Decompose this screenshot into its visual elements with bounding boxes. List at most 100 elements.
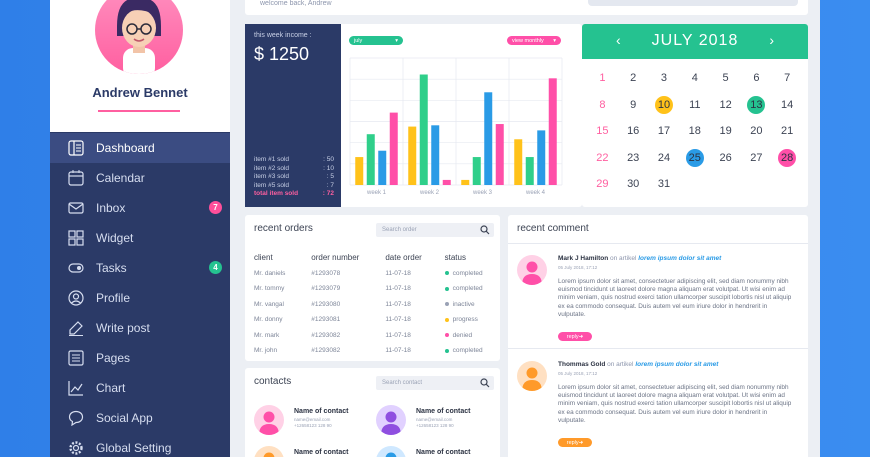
contact-item[interactable]: Name of contact bbox=[376, 446, 496, 457]
user-avatar[interactable] bbox=[95, 0, 183, 74]
client-cell: Mr. daniels bbox=[254, 269, 286, 277]
calendar-day[interactable]: 13 bbox=[741, 92, 772, 119]
contact-details: name@email.com +12658123 128 90 bbox=[416, 417, 454, 429]
calendar-day[interactable]: 23 bbox=[627, 151, 640, 164]
calendar-day[interactable]: 26 bbox=[719, 151, 732, 164]
status-cell: inactive bbox=[444, 301, 494, 308]
calendar-day[interactable]: 19 bbox=[719, 125, 732, 138]
search-icon[interactable] bbox=[480, 378, 490, 388]
calendar-day[interactable]: 10 bbox=[649, 92, 680, 119]
calendar-day[interactable]: 6 bbox=[753, 72, 760, 85]
sidebar-item-profile[interactable]: Profile bbox=[50, 283, 230, 313]
status-label: completed bbox=[452, 285, 483, 293]
search-order-input[interactable]: Search order bbox=[376, 223, 494, 237]
calendar-day[interactable]: 20 bbox=[750, 125, 763, 138]
calendar-day bbox=[741, 171, 772, 198]
calendar-day[interactable]: 16 bbox=[627, 125, 640, 138]
sidebar-item-label: Widget bbox=[96, 231, 134, 245]
calendar-day[interactable]: 4 bbox=[691, 72, 698, 85]
table-row[interactable]: Mr. mark #1293082 11-07-18 denied bbox=[254, 328, 494, 344]
tasks-badge: 4 bbox=[209, 261, 222, 274]
calendar-day[interactable]: 9 bbox=[630, 98, 637, 111]
calendar-day[interactable]: 12 bbox=[719, 98, 732, 111]
sidebar-item-label: Tasks bbox=[96, 261, 127, 275]
calendar-week-row: 15 16 17 18 19 20 21 bbox=[587, 118, 803, 145]
calendar-title: JULY 2018 bbox=[651, 32, 739, 49]
comment-article-link[interactable]: lorem ipsum dolor sit amet bbox=[635, 361, 719, 368]
sidebar-item-chart[interactable]: Chart bbox=[50, 373, 230, 403]
item-value: : 5 bbox=[326, 173, 334, 181]
status-cell: completed bbox=[444, 285, 494, 293]
x-tick-label: week 4 bbox=[525, 190, 546, 196]
calendar-day[interactable]: 31 bbox=[657, 178, 671, 191]
sidebar-item-global-setting[interactable]: Global Setting bbox=[50, 433, 230, 457]
calendar-day[interactable]: 1 bbox=[599, 72, 606, 85]
comment-article-link[interactable]: lorem ipsum dolor sit amet bbox=[638, 255, 722, 262]
next-month-chevron-icon[interactable]: › bbox=[769, 32, 774, 48]
search-order-placeholder: Search order bbox=[382, 227, 417, 233]
contact-item[interactable]: Name of contact name@email.com +12658123 1… bbox=[376, 405, 496, 437]
contact-email: name@email.com bbox=[294, 417, 331, 422]
sidebar-item-widget[interactable]: Widget bbox=[50, 223, 230, 253]
calendar-day[interactable]: 27 bbox=[750, 151, 763, 164]
order-number-cell: #1293080 bbox=[311, 300, 341, 308]
view-select[interactable]: view monthly ▾ bbox=[507, 36, 561, 45]
calendar-week-row: 1 2 3 4 5 6 7 bbox=[587, 65, 803, 92]
chevron-down-icon: ▾ bbox=[553, 37, 556, 44]
calendar-day[interactable]: 28 bbox=[772, 145, 803, 172]
chart-bar bbox=[472, 157, 481, 185]
sidebar-item-tasks[interactable]: Tasks 4 bbox=[50, 253, 230, 283]
sidebar-item-social-app[interactable]: Social App bbox=[50, 403, 230, 433]
chart-bar bbox=[366, 134, 375, 185]
contact-item[interactable]: Name of contact name@email.com +12658123 1… bbox=[254, 405, 374, 437]
contact-item[interactable]: Name of contact bbox=[254, 446, 374, 457]
top-search-input[interactable] bbox=[588, 0, 798, 6]
calendar-day[interactable]: 30 bbox=[627, 178, 640, 191]
user-name: Andrew Bennet bbox=[92, 85, 188, 100]
calendar-day[interactable]: 15 bbox=[596, 125, 609, 138]
view-select-label: view monthly bbox=[512, 37, 544, 44]
sidebar-item-write-post[interactable]: Write post bbox=[50, 313, 230, 343]
calendar-day[interactable]: 2 bbox=[630, 72, 637, 85]
calendar-day[interactable]: 3 bbox=[660, 72, 668, 85]
divider bbox=[508, 348, 808, 349]
table-row[interactable]: Mr. john #1293082 11-07-18 completed bbox=[254, 343, 494, 359]
sidebar-item-dashboard[interactable]: Dashboard bbox=[50, 133, 230, 163]
calendar-day[interactable]: 29 bbox=[596, 178, 609, 191]
calendar-day[interactable]: 11 bbox=[689, 98, 701, 111]
calendar-day[interactable]: 5 bbox=[722, 72, 729, 85]
prev-month-chevron-icon[interactable]: ‹ bbox=[616, 32, 621, 48]
search-contact-input[interactable]: Search contact bbox=[376, 376, 494, 390]
chart-bar bbox=[431, 125, 440, 185]
chart-bar bbox=[461, 179, 470, 185]
calendar-day[interactable]: 14 bbox=[781, 98, 794, 111]
table-row[interactable]: Mr. daniels #1293078 11-07-18 completed bbox=[254, 266, 494, 282]
sidebar-item-pages[interactable]: Pages bbox=[50, 343, 230, 373]
sidebar-item-label: Chart bbox=[96, 381, 126, 395]
month-select[interactable]: july ▾ bbox=[349, 36, 403, 45]
status-dot bbox=[444, 317, 449, 322]
calendar-day[interactable]: 25 bbox=[679, 145, 710, 172]
calendar-day[interactable]: 7 bbox=[784, 72, 791, 85]
comment-author: Mark J Hamilton bbox=[558, 255, 609, 262]
sidebar-item-inbox[interactable]: Inbox 7 bbox=[50, 193, 230, 223]
calendar-day[interactable]: 24 bbox=[657, 151, 671, 164]
search-icon[interactable] bbox=[480, 225, 490, 235]
sidebar: Andrew Bennet Dashboard Calendar Inbox 7… bbox=[50, 0, 230, 457]
profile-icon bbox=[68, 290, 84, 306]
orders-title: recent orders bbox=[254, 223, 313, 234]
welcome-text: welcome back, Andrew bbox=[260, 0, 332, 7]
calendar-day[interactable]: 21 bbox=[781, 125, 794, 138]
sidebar-item-calendar[interactable]: Calendar bbox=[50, 163, 230, 193]
table-row[interactable]: Mr. vangal #1293080 11-07-18 inactive bbox=[254, 297, 494, 313]
contact-avatar bbox=[254, 446, 284, 457]
calendar-day[interactable]: 22 bbox=[596, 151, 609, 164]
status-dot bbox=[444, 302, 449, 307]
reply-button[interactable]: reply ➜ bbox=[558, 332, 592, 341]
table-row[interactable]: Mr. donny #1293081 11-07-18 progress bbox=[254, 312, 494, 328]
calendar-day[interactable]: 17 bbox=[657, 125, 671, 138]
calendar-day[interactable]: 18 bbox=[688, 125, 701, 138]
table-row[interactable]: Mr. tommy #1293079 11-07-18 completed bbox=[254, 281, 494, 297]
reply-button[interactable]: reply ➜ bbox=[558, 438, 592, 447]
calendar-day[interactable]: 8 bbox=[599, 98, 606, 111]
